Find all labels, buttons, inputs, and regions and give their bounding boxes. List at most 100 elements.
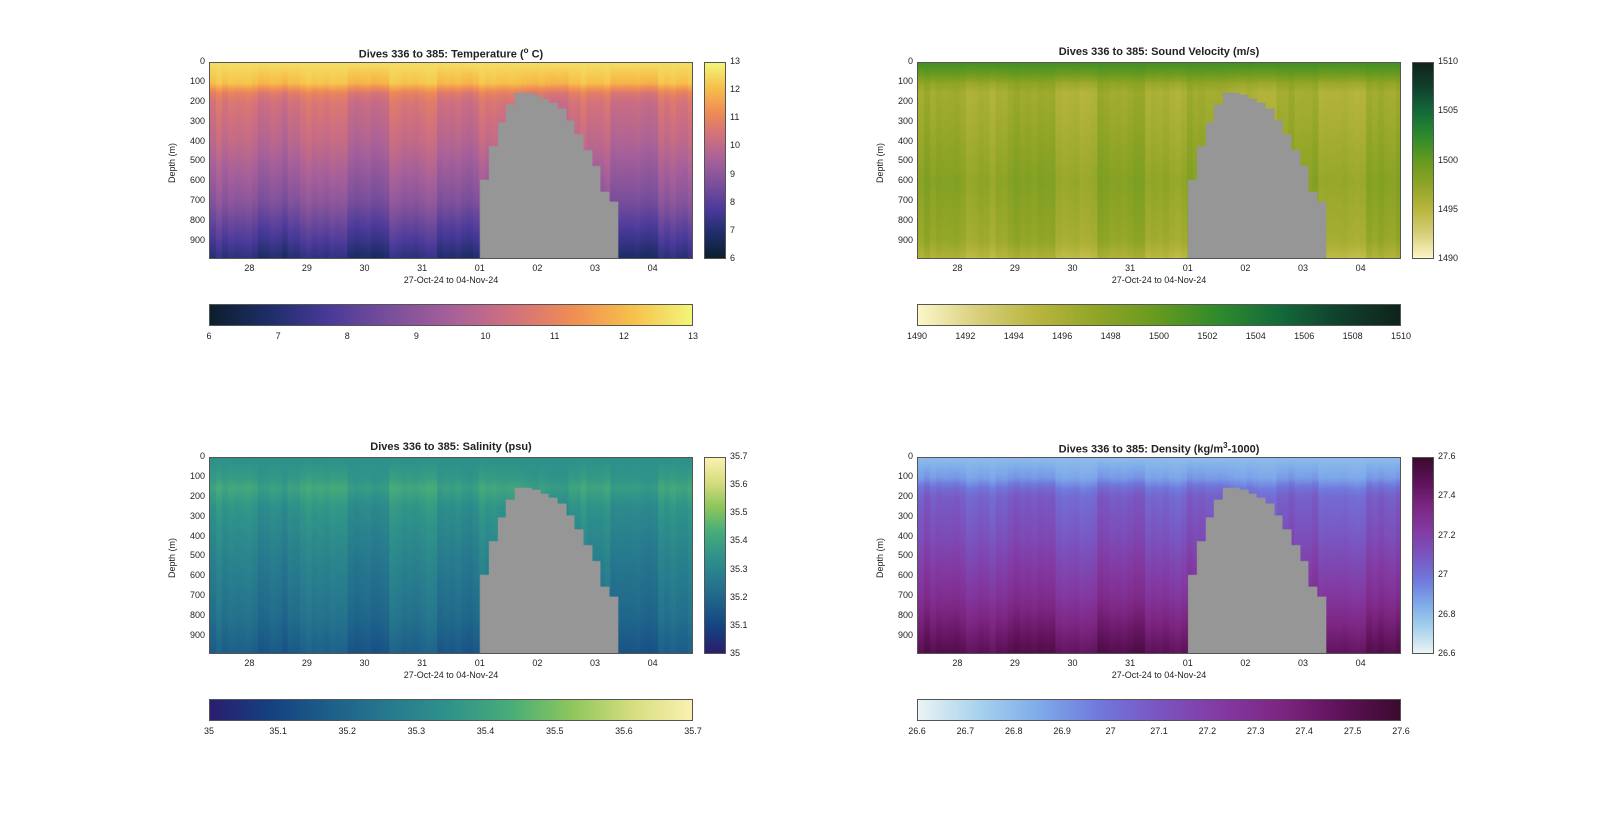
- x-tick-label: 01: [474, 658, 485, 668]
- y-tick-label: 0: [199, 451, 205, 461]
- y-tick-label: 200: [189, 490, 205, 501]
- chart-title-superscript: 3: [1223, 441, 1228, 450]
- colorbar-tick-label: 26.9: [1053, 726, 1071, 736]
- colorbar-tick-label: 35.4: [730, 535, 748, 546]
- y-tick-label: 400: [189, 530, 205, 541]
- y-tick-label: 0: [907, 451, 913, 461]
- colorbar-tick-label: 1502: [1197, 331, 1218, 341]
- y-tick-label: 800: [897, 215, 913, 226]
- x-tick-label: 02: [532, 658, 543, 668]
- y-tick-label: 900: [897, 630, 913, 641]
- x-tick-label: 28: [952, 658, 963, 668]
- x-tick-label: 04: [647, 658, 658, 668]
- y-tick-label: 400: [897, 530, 913, 541]
- x-tick-label: 30: [1067, 263, 1078, 273]
- x-tick-label: 30: [359, 658, 370, 668]
- y-tick-label: 100: [189, 75, 205, 86]
- colorbar-tick-label: 1498: [1100, 331, 1121, 341]
- y-tick-label: 700: [897, 590, 913, 601]
- colorbar-tick-label: 35.6: [615, 726, 633, 736]
- colorbar-tick-label: 1504: [1245, 331, 1266, 341]
- colorbar-horizontal: [209, 304, 693, 326]
- colorbar-horizontal: [917, 304, 1401, 326]
- colorbar-tick-label: 27: [1105, 726, 1116, 736]
- x-tick-label: 03: [590, 658, 601, 668]
- colorbar-tick-label: 27: [1438, 569, 1449, 580]
- y-tick-label: 600: [897, 175, 913, 186]
- colorbar-tick-label: 13: [687, 331, 699, 341]
- colorbar-tick-label: 27.2: [1198, 726, 1217, 736]
- x-tick-label: 29: [1009, 658, 1020, 668]
- x-axis-label: 27-Oct-24 to 04-Nov-24: [1111, 670, 1207, 680]
- y-tick-label: 200: [897, 490, 913, 501]
- y-tick-label: 300: [189, 115, 205, 126]
- colorbar-tick-label: 10: [730, 140, 741, 151]
- y-tick-label: 600: [897, 570, 913, 581]
- heatmap-canvas: [918, 63, 1400, 258]
- colorbar-tick-label: 6: [730, 253, 736, 263]
- colorbar-tick-label: 9: [413, 331, 419, 341]
- x-tick-label: 31: [1125, 658, 1136, 668]
- colorbar-tick-label: 35.7: [730, 451, 748, 461]
- colorbar-tick-label: 6: [206, 331, 212, 341]
- colorbar-tick-label: 35.3: [730, 563, 748, 574]
- colorbar-tick-label: 1500: [1438, 154, 1459, 165]
- x-tick-label: 30: [359, 263, 370, 273]
- colorbar-tick-label: 10: [480, 331, 491, 341]
- colorbar-tick-label: 1495: [1438, 203, 1459, 214]
- colorbar-tick-label: 8: [730, 196, 736, 207]
- chart-title-text: Dives 336 to 385: Sound Velocity (m/s): [1058, 46, 1260, 58]
- x-axis-label: 27-Oct-24 to 04-Nov-24: [403, 670, 499, 680]
- y-tick-label: 500: [897, 550, 913, 561]
- colorbar-tick-label: 35.4: [476, 726, 495, 736]
- colorbar-tick-label: 26.8: [1438, 608, 1456, 619]
- x-tick-label: 03: [1298, 658, 1309, 668]
- y-tick-label: 700: [897, 195, 913, 206]
- y-tick-label: 700: [189, 590, 205, 601]
- colorbar-tick-label: 35.5: [730, 507, 748, 518]
- x-axis-label: 27-Oct-24 to 04-Nov-24: [403, 275, 499, 285]
- x-tick-label: 28: [244, 263, 255, 273]
- y-tick-label: 400: [897, 135, 913, 146]
- y-tick-label: 300: [189, 510, 205, 521]
- colorbar-horizontal: [209, 699, 693, 721]
- colorbar-tick-label: 7: [275, 331, 281, 341]
- y-tick-label: 800: [897, 610, 913, 621]
- colorbar-tick-label: 1496: [1052, 331, 1073, 341]
- colorbar-tick-label: 26.7: [956, 726, 975, 736]
- colorbar-tick-label: 27.4: [1438, 490, 1456, 501]
- x-tick-label: 31: [417, 658, 428, 668]
- heatmap-plot-area: [209, 457, 693, 654]
- heatmap-canvas: [210, 63, 692, 258]
- colorbar-tick-label: 1506: [1294, 331, 1315, 341]
- colorbar-tick-label: 8: [344, 331, 350, 341]
- colorbar-tick-label: 1505: [1438, 105, 1459, 116]
- x-tick-label: 28: [244, 658, 255, 668]
- x-axis-label: 27-Oct-24 to 04-Nov-24: [1111, 275, 1207, 285]
- colorbar-tick-label: 27.6: [1438, 451, 1456, 461]
- x-tick-label: 01: [1182, 658, 1193, 668]
- x-tick-label: 03: [590, 263, 601, 273]
- y-tick-label: 100: [897, 470, 913, 481]
- colorbar-vertical: [704, 62, 726, 259]
- y-tick-label: 500: [897, 155, 913, 166]
- chart-title: Dives 336 to 385: Density (kg/m3-1000): [1059, 441, 1260, 456]
- y-tick-label: 500: [189, 550, 205, 561]
- colorbar-tick-label: 9: [730, 168, 736, 179]
- colorbar-tick-label: 27.6: [1392, 726, 1410, 736]
- y-tick-label: 700: [189, 195, 205, 206]
- colorbar-tick-label: 35.6: [730, 479, 748, 490]
- chart-title: Dives 336 to 385: Temperature (o C): [359, 46, 543, 61]
- x-tick-label: 29: [1009, 263, 1020, 273]
- heatmap-plot-area: [917, 62, 1401, 259]
- x-tick-label: 03: [1298, 263, 1309, 273]
- colorbar-tick-label: 1500: [1148, 331, 1170, 341]
- heatmap-canvas: [210, 458, 692, 653]
- colorbar-tick-label: 27.5: [1343, 726, 1362, 736]
- colorbar-tick-label: 12: [618, 331, 629, 341]
- y-tick-label: 800: [189, 215, 205, 226]
- colorbar-tick-label: 11: [730, 112, 740, 123]
- chart-title-superscript: o: [523, 46, 529, 55]
- chart-title: Dives 336 to 385: Sound Velocity (m/s): [1059, 46, 1260, 58]
- y-tick-label: 400: [189, 135, 205, 146]
